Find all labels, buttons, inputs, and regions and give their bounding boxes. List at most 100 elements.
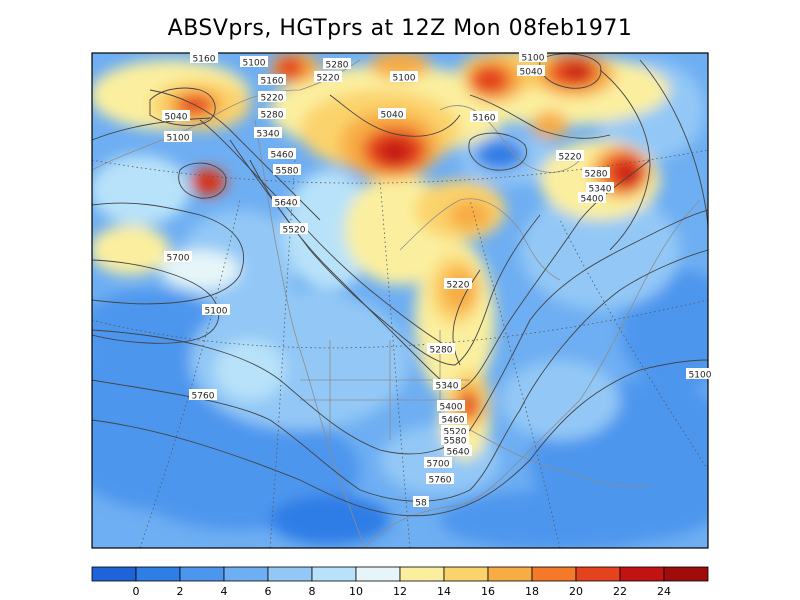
svg-text:5580: 5580 (444, 437, 467, 447)
colorbar-swatch (619, 566, 665, 582)
svg-text:5040: 5040 (381, 111, 404, 121)
svg-text:5340: 5340 (589, 185, 612, 195)
contour-label: 5280 (323, 58, 351, 71)
svg-text:5700: 5700 (167, 254, 190, 264)
contour-label: 5340 (433, 379, 461, 392)
contour-label: 5160 (258, 74, 286, 87)
svg-text:5100: 5100 (689, 371, 712, 381)
contour-label: 5460 (268, 148, 296, 161)
colorbar-tick-label: 10 (349, 585, 363, 598)
svg-text:5460: 5460 (271, 151, 294, 161)
svg-text:58: 58 (415, 499, 427, 509)
contour-label: 5160 (470, 111, 498, 124)
svg-text:5160: 5160 (261, 77, 284, 87)
colorbar-tick-label: 0 (133, 585, 140, 598)
colorbar-swatch (575, 566, 621, 582)
contour-label: 5220 (258, 91, 286, 104)
svg-text:5280: 5280 (326, 61, 349, 71)
svg-text:5100: 5100 (522, 54, 545, 64)
map-title: ABSVprs, HGTprs at 12Z Mon 08feb1971 (167, 16, 633, 41)
colorbar-swatch (399, 566, 445, 582)
contour-label: 5340 (254, 127, 282, 140)
svg-text:5100: 5100 (205, 307, 228, 317)
map-frame (91, 52, 709, 549)
contour-label: 5100 (390, 71, 418, 84)
colorbar-tick-label: 2 (177, 585, 184, 598)
svg-text:5640: 5640 (447, 448, 470, 458)
contour-label: 5280 (258, 108, 286, 121)
colorbar-tick-label: 18 (525, 585, 539, 598)
svg-text:5760: 5760 (429, 476, 452, 486)
contour-label: 5400 (437, 400, 465, 413)
svg-text:5340: 5340 (257, 130, 280, 140)
colorbar-swatch (487, 566, 533, 582)
svg-text:5340: 5340 (436, 382, 459, 392)
contour-label: 5160 (190, 52, 218, 65)
graticule (92, 149, 708, 548)
colorbar-tick-label: 24 (657, 585, 671, 598)
contour-label: 5100 (164, 131, 192, 144)
svg-text:5700: 5700 (427, 460, 450, 470)
colorbar-tick-label: 14 (437, 585, 451, 598)
contour-label: 5520 (280, 223, 308, 236)
svg-text:5220: 5220 (559, 153, 582, 163)
contour-label: 5280 (427, 343, 455, 356)
svg-text:5640: 5640 (275, 199, 298, 209)
contour-label: 5220 (444, 278, 472, 291)
svg-text:5160: 5160 (193, 55, 216, 65)
coastlines (92, 59, 701, 548)
colorbar-swatch (311, 566, 357, 582)
contour-label: 5580 (441, 434, 469, 447)
svg-text:5100: 5100 (393, 74, 416, 84)
colorbar-swatch (91, 566, 137, 582)
shaded-field (92, 53, 708, 548)
colorbar-swatch (179, 566, 225, 582)
contour-label: 5100 (519, 51, 547, 64)
contour-label: 5100 (240, 56, 268, 69)
svg-text:5400: 5400 (440, 403, 463, 413)
colorbar-swatch (663, 566, 709, 582)
contour-label: 5460 (439, 413, 467, 426)
contour-label: 5580 (273, 164, 301, 177)
svg-text:5040: 5040 (520, 68, 543, 78)
svg-text:5280: 5280 (585, 170, 608, 180)
svg-text:5280: 5280 (261, 111, 284, 121)
contour-label: 5040 (517, 65, 545, 78)
contour-label: 5760 (426, 473, 454, 486)
colorbar-swatch (223, 566, 269, 582)
contour-label: 58 (413, 496, 429, 509)
colorbar-tick-label: 20 (569, 585, 583, 598)
colorbar-swatch (443, 566, 489, 582)
svg-text:5100: 5100 (167, 134, 190, 144)
contour-label: 5640 (444, 445, 472, 458)
svg-text:5220: 5220 (447, 281, 470, 291)
contour-label: 5220 (556, 150, 584, 163)
colorbar-swatch (135, 566, 181, 582)
colorbar-swatch (355, 566, 401, 582)
svg-text:5460: 5460 (442, 416, 465, 426)
contour-label: 5400 (578, 192, 606, 205)
contour-label: 5100 (686, 368, 714, 381)
contour-label: 5040 (162, 110, 190, 123)
contour-label: 5640 (272, 196, 300, 209)
contour-label: 5700 (424, 457, 452, 470)
svg-text:5220: 5220 (317, 74, 340, 84)
svg-text:5040: 5040 (165, 113, 188, 123)
colorbar-tick-label: 16 (481, 585, 495, 598)
colorbar-swatch (531, 566, 577, 582)
contour-label: 5100 (202, 304, 230, 317)
svg-text:5760: 5760 (192, 392, 215, 402)
contour-label: 5760 (189, 389, 217, 402)
svg-text:5280: 5280 (430, 346, 453, 356)
contour-label: 5040 (378, 108, 406, 121)
colorbar-tick-label: 12 (393, 585, 407, 598)
svg-text:5520: 5520 (444, 428, 467, 438)
contour-label: 5520 (441, 425, 469, 438)
svg-text:5100: 5100 (243, 59, 266, 69)
contour-label: 5700 (164, 251, 192, 264)
colorbar-swatch (267, 566, 313, 582)
svg-text:5580: 5580 (276, 167, 299, 177)
colorbar-tick-label: 4 (221, 585, 228, 598)
